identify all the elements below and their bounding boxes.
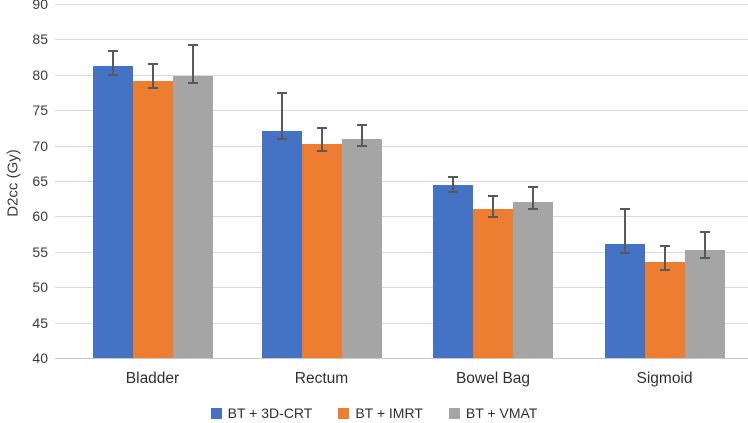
legend-item-bt-3d-crt: BT + 3D-CRT: [210, 405, 313, 421]
error-bar-line: [492, 195, 494, 218]
gridline: [55, 287, 748, 289]
error-bar-line: [191, 45, 194, 84]
legend-swatch-icon: [448, 407, 460, 419]
bar-sigmoid-bt-3d-crt: [604, 244, 645, 358]
legend-swatch-icon: [210, 407, 222, 419]
gridline: [55, 181, 748, 182]
error-bar-cap-top: [187, 44, 198, 47]
bar-sigmoid-bt-vmat: [684, 250, 725, 358]
y-tick-label: 45: [32, 314, 48, 331]
error-bar-cap-top: [699, 231, 710, 233]
legend-item-bt-vmat: BT + VMAT: [448, 405, 538, 421]
x-axis-label-rectum: Rectum: [294, 370, 349, 387]
legend-label: BT + 3D-CRT: [227, 405, 313, 421]
y-tick-label: 70: [32, 137, 48, 154]
error-bar-line: [623, 208, 626, 253]
error-bar-cap-top: [276, 92, 287, 95]
error-bar-cap-top: [356, 124, 367, 127]
gridline: [55, 145, 748, 147]
bar-bladder-bt-3d-crt: [92, 66, 133, 358]
legend-item-bt-imrt: BT + IMRT: [338, 405, 423, 421]
bar-bladder-bt-vmat: [172, 75, 213, 358]
y-tick-label: 85: [32, 31, 48, 48]
bar-rectum-bt-3d-crt: [261, 130, 302, 358]
error-bar-cap-top: [147, 63, 158, 66]
error-bar-line: [111, 50, 114, 75]
bar-bowel-bag-bt-imrt: [473, 209, 513, 358]
gridline: [55, 216, 748, 218]
error-bar-cap-bottom: [699, 257, 710, 260]
error-bar-cap-bottom: [107, 73, 118, 76]
error-bar-cap-top: [488, 194, 498, 197]
y-tick-label: 50: [32, 279, 48, 296]
x-axis-label-bladder: Bladder: [125, 370, 180, 387]
error-bar-cap-bottom: [448, 191, 458, 194]
y-tick-label: 80: [32, 66, 48, 83]
x-axis-line: [55, 358, 748, 359]
y-tick-label: 75: [32, 102, 48, 119]
gridline: [55, 322, 748, 324]
y-tick-label: 40: [32, 350, 48, 366]
x-axis-label-bowel-bag: Bowel Bag: [455, 370, 531, 387]
error-bar-line: [320, 127, 323, 151]
bar-rectum-bt-imrt: [301, 144, 342, 358]
error-bar-cap-top: [107, 49, 118, 52]
bar-bowel-bag-bt-3d-crt: [433, 185, 473, 358]
error-bar-cap-bottom: [528, 208, 538, 211]
error-bar-cap-bottom: [619, 251, 630, 254]
error-bar-cap-top: [659, 245, 670, 248]
legend-label: BT + VMAT: [465, 405, 538, 421]
gridline: [55, 4, 748, 5]
error-bar-cap-top: [619, 207, 630, 210]
bar-rectum-bt-vmat: [341, 139, 382, 358]
plot-area: [55, 4, 748, 359]
bar-bowel-bag-bt-vmat: [513, 202, 553, 358]
error-bar-cap-bottom: [147, 87, 158, 90]
error-bar-cap-top: [448, 175, 458, 178]
bar-bladder-bt-imrt: [132, 81, 173, 358]
error-bar-line: [360, 125, 363, 147]
error-bar-cap-bottom: [276, 137, 287, 140]
y-tick-label: 60: [32, 208, 48, 225]
error-bar-line: [663, 246, 666, 271]
gridline: [55, 251, 748, 253]
bar-sigmoid-bt-imrt: [644, 262, 685, 358]
error-bar-line: [532, 186, 534, 210]
error-bar-cap-bottom: [356, 145, 367, 148]
y-tick-label: 55: [32, 243, 48, 260]
y-tick-label: 65: [32, 173, 48, 189]
error-bar-cap-bottom: [187, 82, 198, 85]
legend-label: BT + IMRT: [355, 405, 423, 421]
y-tick-label: 90: [32, 0, 48, 12]
error-bar-cap-top: [316, 126, 327, 129]
error-bar-cap-bottom: [316, 149, 327, 152]
error-bar-line: [280, 93, 283, 139]
gridline: [55, 39, 748, 41]
error-bar-cap-bottom: [488, 216, 498, 219]
error-bar-line: [452, 176, 454, 193]
error-bar-cap-bottom: [659, 269, 670, 272]
gridline: [55, 74, 748, 76]
error-bar-line: [703, 232, 706, 259]
gridline: [55, 110, 748, 112]
error-bar-line: [151, 64, 154, 89]
legend-swatch-icon: [338, 407, 350, 419]
legend: BT + 3D-CRT BT + IMRT BT + VMAT: [0, 403, 748, 423]
error-bar-cap-top: [528, 185, 538, 188]
x-axis-label-sigmoid: Sigmoid: [636, 370, 693, 387]
